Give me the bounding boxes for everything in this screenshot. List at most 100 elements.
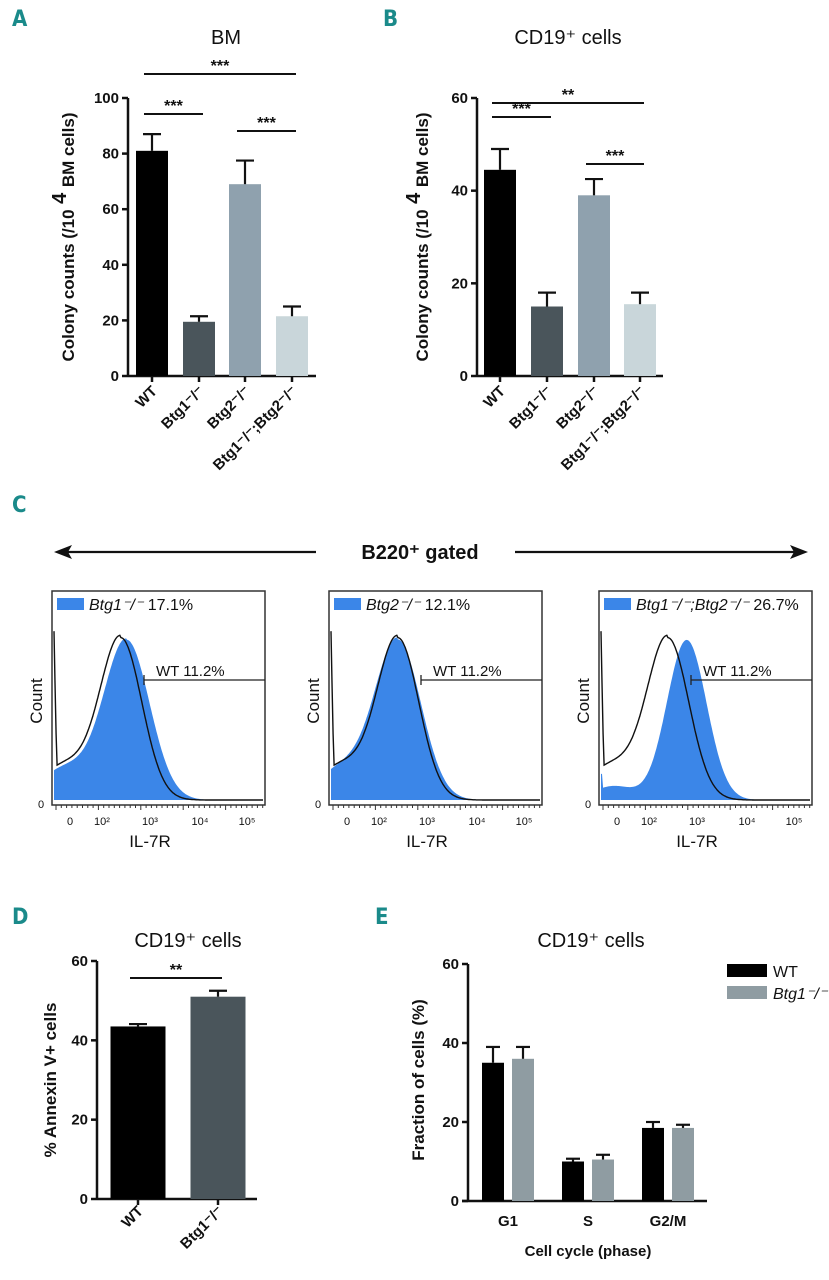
y-tick-label: 40	[102, 257, 119, 274]
x-tick-label: 10⁵	[239, 816, 256, 828]
panel-letter: A	[12, 7, 28, 32]
y-tick-label: 20	[71, 1112, 88, 1129]
bar-0	[136, 150, 168, 376]
x-tick-label: 10⁵	[786, 816, 803, 828]
significance-stars: ***	[257, 115, 276, 132]
chart-title: CD19⁺ cells	[514, 27, 621, 49]
y-axis-label-sup: 4	[403, 187, 425, 209]
plot-frame	[51, 590, 266, 806]
x-tick-label: 10²	[371, 816, 387, 828]
legend-label: Btg2⁻/⁻ 12.1%	[366, 597, 470, 614]
y-axis-label: Count	[574, 678, 593, 724]
legend-label: Btg1⁻/⁻	[773, 986, 829, 1003]
y-axis-label: Colony counts (/10 4 BM cells)	[403, 113, 432, 362]
x-tick-label: 10⁴	[192, 816, 209, 828]
x-tick-label: 10⁵	[516, 816, 533, 828]
flow-histogram-1: WT 11.2% Btg1⁻/⁻ 17.1% 0 0 10² 10³ 10⁴ 10⁵ IL-7R…	[27, 590, 266, 851]
bar-1	[183, 321, 215, 376]
y-axis-label: Fraction of cells (%)	[409, 999, 428, 1161]
x-tick-label: 0	[67, 816, 73, 828]
bar-2	[229, 184, 261, 376]
x-axis-label: IL-7R	[406, 832, 448, 851]
panel-letter: E	[375, 905, 389, 930]
y-tick-label: 20	[442, 1114, 459, 1131]
y-axis-label-main: Colony counts (/10	[59, 209, 78, 361]
significance-stars: ***	[164, 98, 183, 115]
arrow-right-icon	[790, 545, 808, 559]
x-tick-label: 10⁴	[469, 816, 486, 828]
panel-letter: D	[12, 905, 28, 930]
x-tick-label: G2/M	[650, 1213, 687, 1230]
x-tick-label: 0	[344, 816, 350, 828]
bar-wt	[482, 1062, 504, 1201]
y-tick-label: 60	[451, 90, 468, 107]
legend-label: Btg1⁻/⁻ 17.1%	[89, 597, 193, 614]
bar-3	[624, 304, 656, 376]
x-tick-label: Btg1⁻/⁻;Btg2⁻/⁻	[558, 383, 649, 474]
legend-percent: 17.1%	[143, 597, 193, 614]
x-tick-label: 10³	[419, 816, 435, 828]
legend-swatch	[604, 598, 631, 610]
x-tick-label: WT	[118, 1203, 147, 1232]
x-tick-label: Btg1⁻/⁻	[506, 383, 556, 433]
legend-label: Btg1⁻/⁻;Btg2⁻/⁻ 26.7%	[636, 597, 799, 614]
y-tick-label: 80	[102, 146, 119, 163]
x-tick-label: 10²	[94, 816, 110, 828]
arrow-left-icon	[54, 545, 72, 559]
bar-1	[190, 996, 246, 1199]
y-tick-label: 40	[71, 1032, 88, 1049]
x-tick-label: 0	[614, 816, 620, 828]
x-tick-label: WT	[132, 383, 161, 412]
plot-frame	[598, 590, 813, 806]
significance-stars: ***	[606, 148, 625, 165]
legend-swatch	[57, 598, 84, 610]
panel-B: B CD19⁺ cells 0 20 40 60 Colony counts (/10 4 …	[383, 7, 663, 474]
bar-1	[531, 306, 563, 376]
flow-histogram-3: WT 11.2% Btg1⁻/⁻;Btg2⁻/⁻ 26.7% 0 0 10² 10³ 10⁴…	[574, 590, 813, 851]
legend-percent: 12.1%	[420, 597, 470, 614]
x-tick-label: 10²	[641, 816, 657, 828]
significance-stars: ***	[211, 58, 230, 75]
x-tick-label: Btg1⁻/⁻	[177, 1203, 227, 1253]
wt-histogram-line	[330, 631, 540, 801]
x-axis-label: IL-7R	[129, 832, 171, 851]
bar-wt	[642, 1127, 664, 1201]
gate-label: WT 11.2%	[156, 663, 225, 680]
chart-title: BM	[211, 27, 241, 49]
bar-btg1	[592, 1159, 614, 1201]
x-axis-label: Cell cycle (phase)	[525, 1243, 652, 1260]
ko-histogram-fill	[54, 638, 263, 800]
significance-stars: **	[562, 87, 575, 104]
significance-stars: **	[170, 962, 183, 979]
panel-D: D CD19⁺ cells 0 20 40 60 % Annexin V+ cells WT B…	[12, 905, 257, 1253]
wt-histogram-line	[600, 631, 810, 801]
x-tick-label: 10⁴	[739, 816, 756, 828]
y-tick-label: 60	[442, 956, 459, 973]
x-tick-label: G1	[498, 1213, 518, 1230]
panel-A: A BM 0 20 40 60 80 100 Colony counts (/10 4 BM c…	[12, 7, 316, 474]
y-tick-label: 20	[451, 275, 468, 292]
gate-label: WT 11.2%	[433, 663, 502, 680]
y-tick-label: 40	[442, 1035, 459, 1052]
y-tick-label: 0	[451, 1193, 459, 1210]
bar-3	[276, 316, 308, 376]
legend-genotype: Btg1⁻/⁻	[89, 597, 145, 614]
y-tick-label: 0	[315, 799, 321, 811]
y-axis-label-end: BM cells)	[59, 113, 78, 188]
y-tick-label: 60	[71, 953, 88, 970]
panel-C: C B220⁺ gated WT 11.2% Btg1⁻/⁻ 17.1% 0 0 10² 10…	[12, 493, 813, 851]
x-axis-label: IL-7R	[676, 832, 718, 851]
legend-swatch	[727, 986, 767, 999]
x-tick-label: S	[583, 1213, 593, 1230]
y-axis-label: Colony counts (/10 4 BM cells)	[49, 113, 78, 362]
x-tick-label: 10³	[142, 816, 158, 828]
y-tick-label: 0	[38, 799, 44, 811]
banner-title: B220⁺ gated	[361, 542, 478, 564]
y-tick-label: 0	[460, 368, 468, 385]
y-tick-label: 20	[102, 312, 119, 329]
chart-title: CD19⁺ cells	[134, 930, 241, 952]
legend-swatch	[727, 964, 767, 977]
y-axis-label-sup: 4	[49, 187, 71, 209]
y-tick-label: 0	[111, 368, 119, 385]
